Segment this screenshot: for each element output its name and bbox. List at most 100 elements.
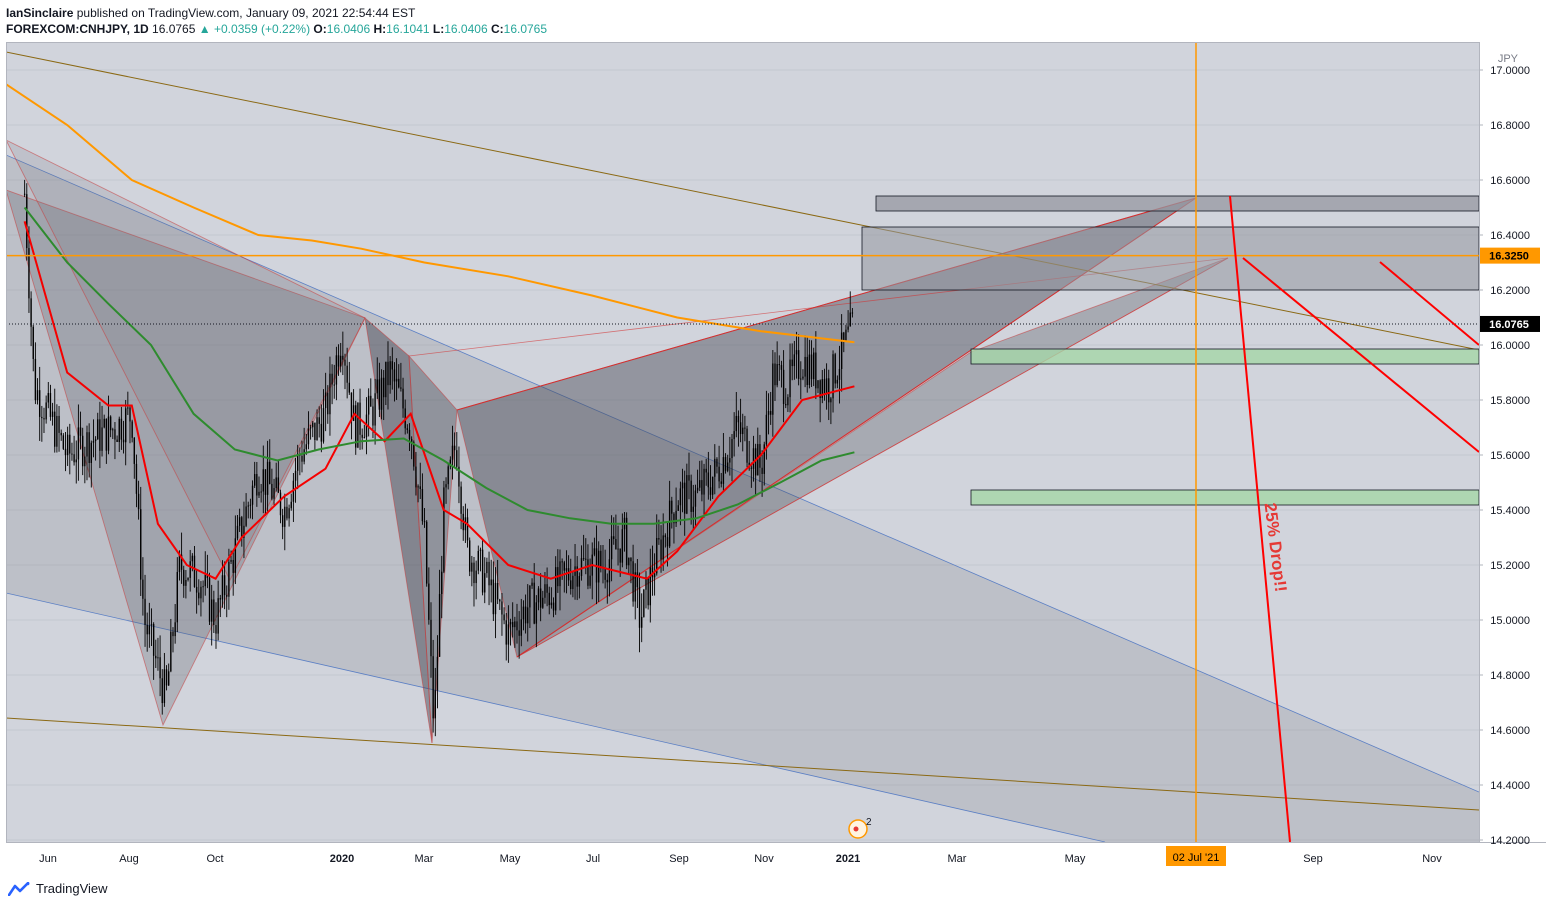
- candle-body: [131, 421, 133, 438]
- candle-body: [370, 395, 372, 407]
- candle-body: [778, 364, 780, 366]
- candle-body: [30, 298, 32, 327]
- candle-body: [189, 561, 191, 578]
- channel-fill: [6, 155, 1479, 842]
- candle-body: [572, 575, 574, 590]
- candle-body: [221, 575, 224, 600]
- candle-body: [376, 379, 378, 394]
- candle-body: [845, 329, 847, 341]
- candle-body: [731, 439, 733, 459]
- candle-body: [505, 620, 507, 645]
- candle-body: [251, 485, 254, 505]
- candle-body: [58, 415, 60, 433]
- candle-body: [675, 510, 677, 524]
- candle-body: [56, 415, 58, 447]
- candle-body: [140, 509, 142, 580]
- open-label: O:: [313, 22, 327, 36]
- candle-body: [361, 434, 363, 438]
- candle-body: [217, 598, 219, 634]
- candle-body: [249, 504, 252, 506]
- candle-body: [60, 432, 62, 436]
- candle-body: [120, 418, 123, 440]
- candle-body: [677, 505, 679, 511]
- candle-body: [789, 359, 791, 398]
- candle-body: [527, 607, 529, 624]
- candle-body: [309, 427, 312, 429]
- candle-body: [335, 355, 338, 385]
- candle-body: [499, 599, 501, 602]
- last-price-label-bg: [1480, 315, 1540, 332]
- symbol-legend: FOREXCOM:CNHJPY, 1D 16.0765 ▲ +0.0359 (+…: [6, 22, 547, 36]
- support-zone-upper: [970, 348, 1479, 365]
- candle-body: [606, 579, 608, 583]
- candle-body: [830, 398, 832, 403]
- candle-body: [587, 559, 589, 586]
- candle-body: [843, 332, 845, 341]
- candle-body: [484, 573, 486, 593]
- candle-body: [275, 477, 277, 489]
- candle-body: [286, 506, 288, 519]
- candle-body: [438, 594, 441, 657]
- candle-body: [94, 439, 97, 441]
- candle-body: [774, 363, 776, 386]
- candle-body: [350, 392, 353, 421]
- footer-brand-label: TradingView: [36, 881, 108, 896]
- candle-body: [342, 355, 344, 360]
- candle-body: [413, 442, 415, 467]
- footer-brand[interactable]: TradingView: [8, 881, 108, 896]
- event-badge-dot: [853, 826, 859, 832]
- candle-body: [539, 588, 542, 608]
- candle-body: [142, 579, 144, 599]
- candle-body: [563, 562, 565, 571]
- candle-body: [546, 584, 548, 593]
- candle-body: [352, 405, 355, 421]
- candle-body: [585, 558, 587, 560]
- candle-body: [363, 437, 366, 439]
- y-tick-label: 16.6000: [1490, 175, 1530, 187]
- candle-body: [312, 422, 314, 428]
- candle-body: [578, 576, 581, 587]
- candle-body: [195, 586, 198, 593]
- candle-body: [97, 419, 99, 440]
- candle-body: [47, 393, 49, 403]
- candle-body: [787, 397, 789, 406]
- tradingview-logo-icon: [8, 881, 30, 896]
- candle-body: [441, 571, 443, 595]
- candle-body: [769, 411, 772, 415]
- candle-body: [324, 392, 327, 409]
- candle-body: [357, 402, 359, 448]
- candle-body: [79, 427, 82, 436]
- candle-body: [548, 592, 550, 606]
- candle-body: [92, 440, 95, 443]
- symbol-name[interactable]: FOREXCOM:CNHJPY, 1D: [6, 22, 149, 36]
- y-tick-label: 16.8000: [1490, 120, 1530, 132]
- candle-body: [782, 369, 785, 404]
- candle-body: [127, 407, 129, 409]
- candle-body: [696, 487, 699, 491]
- candle-body: [658, 538, 660, 540]
- candle-body: [711, 476, 714, 495]
- candle-body: [84, 456, 86, 467]
- candle-body: [456, 450, 458, 467]
- candle-body: [193, 555, 196, 587]
- candle-body: [434, 690, 436, 719]
- candle-body: [402, 388, 404, 409]
- candle-body: [167, 671, 170, 686]
- candle-body: [634, 572, 636, 602]
- trendline-upper: [6, 51, 1479, 351]
- candle-body: [628, 557, 630, 566]
- candle-body: [516, 621, 518, 631]
- candle-body: [772, 363, 774, 415]
- candle-body: [436, 656, 439, 691]
- y-tick-label: 14.4000: [1490, 780, 1530, 792]
- level-price-label-bg: [1480, 247, 1540, 264]
- candle-body: [320, 423, 323, 442]
- candle-body: [544, 584, 546, 598]
- candle-body: [260, 491, 262, 493]
- author-name[interactable]: IanSinclaire: [6, 6, 74, 20]
- candle-body: [273, 488, 275, 499]
- x-tick-label: Mar: [948, 853, 967, 865]
- candle-body: [800, 378, 802, 380]
- candle-body: [613, 536, 615, 540]
